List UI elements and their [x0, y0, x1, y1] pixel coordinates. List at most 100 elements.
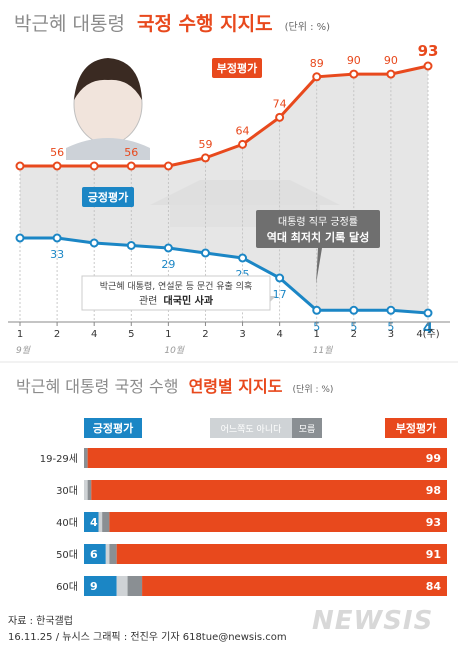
positive-point [423, 308, 433, 318]
credit-text: 16.11.25 / 뉴시스 그래픽 : 전진우 기자 618tue@newsi… [8, 632, 287, 643]
source-text: 자료 : 한국갤럽 [8, 616, 73, 627]
line-chart-title: 박근혜 대통령 국정 수행 지지도 (단위 : %) [14, 13, 330, 35]
stacked-bars: 19-29세 99 30대 98 40대 4 93 50대 6 91 60대 9 84 [40, 448, 448, 596]
negative-value-label: 56 [50, 146, 64, 159]
bar-segment-unknown [127, 576, 143, 596]
annotation2-bold: 대국민 사과 [164, 294, 214, 307]
positive-point [163, 243, 173, 253]
negative-point [52, 161, 62, 171]
bar-value-label: 84 [426, 580, 442, 593]
positive-point [200, 248, 210, 258]
bar-category-label: 19-29세 [40, 453, 78, 465]
negative-point [349, 69, 359, 79]
bar-category-label: 60대 [56, 581, 78, 593]
month-label: 10월 [164, 345, 184, 356]
negative-point [200, 153, 210, 163]
positive-value-label: 33 [50, 248, 64, 261]
bar-segment-neutral [105, 544, 110, 564]
annotation2-line1: 박근혜 대통령, 연설문 등 문건 유출 의혹 [100, 280, 253, 292]
newsis-logo: NEWSIS [312, 606, 434, 636]
legend-neutral-swatch [210, 418, 292, 438]
x-tick-label: 2 [54, 329, 60, 340]
positive-value-label: 4 [423, 319, 433, 337]
bar-value-label: 98 [426, 484, 441, 497]
legend-positive-label: 긍정평가 [93, 421, 133, 435]
legend-negative-label: 부정평가 [396, 421, 436, 435]
negative-value-label: 93 [418, 42, 439, 60]
negative-series-line [20, 64, 429, 168]
bar-segment-unknown [84, 448, 88, 468]
bar-title-prefix: 박근혜 대통령 국정 수행 [16, 377, 178, 396]
annotation-record-low: 대통령 직무 긍정률 역대 최저치 기록 달성 [256, 210, 380, 284]
negative-point [163, 161, 173, 171]
positive-value-label: 29 [161, 258, 175, 271]
series-points [15, 61, 433, 318]
bar-unit-note: (단위 : %) [293, 384, 334, 395]
bar-value-label: 93 [426, 516, 441, 529]
negative-value-label: 90 [384, 54, 398, 67]
negative-tag-label: 부정평가 [217, 61, 257, 75]
positive-value-label: 5 [387, 320, 394, 333]
x-tick-label: 1 [314, 329, 320, 340]
bar-value-label: 6 [90, 548, 98, 561]
legend-unknown-swatch [292, 418, 322, 438]
month-labels: 9월 10월 11월 [16, 345, 333, 356]
bar-segment-negative [116, 544, 448, 564]
x-tick-label: 5 [128, 329, 134, 340]
negative-value-label: 59 [198, 138, 212, 151]
president-photo [66, 58, 150, 160]
area-between-series [20, 66, 428, 313]
negative-point [126, 161, 136, 171]
series-lines [20, 64, 429, 315]
bar-segment-negative [87, 448, 447, 468]
negative-value-label: 89 [310, 57, 324, 70]
negative-series-tag: 부정평가 [212, 58, 262, 78]
positive-point [15, 233, 25, 243]
line-unit-note: (단위 : %) [285, 20, 331, 33]
bar-category-label: 40대 [56, 517, 78, 529]
x-tick-label: 1 [17, 329, 23, 340]
positive-point [386, 305, 396, 315]
annotation1-line2: 역대 최저치 기록 달성 [267, 230, 370, 244]
x-tick-label: 4 [276, 329, 282, 340]
negative-point [423, 61, 433, 71]
positive-value-label: 17 [273, 288, 287, 301]
bar-segment-unknown [102, 512, 110, 532]
line-title-main: 국정 수행 지지도 [137, 13, 273, 35]
positive-point [126, 241, 136, 250]
negative-point [15, 161, 25, 171]
annotation-apology: 박근혜 대통령, 연설문 등 문건 유출 의혹 관련 대국민 사과 [81, 275, 276, 311]
bar-segment-negative [91, 480, 447, 500]
line-title-prefix: 박근혜 대통령 [14, 13, 125, 35]
bar-legend: 긍정평가 어느쪽도 아니다 모름 부정평가 [84, 418, 447, 438]
bar-segment-neutral [84, 480, 88, 500]
negative-point [238, 139, 248, 149]
bar-segment-neutral [116, 576, 128, 596]
x-tick-label: 2 [202, 329, 208, 340]
positive-point [89, 238, 99, 248]
positive-value-label: 5 [313, 320, 320, 333]
negative-value-label: 74 [273, 97, 287, 110]
legend-neutral-label: 어느쪽도 아니다 [221, 424, 283, 435]
bar-chart-title: 박근혜 대통령 국정 수행 연령별 지지도 (단위 : %) [16, 377, 333, 396]
annotation2-prefix: 관련 [139, 295, 157, 307]
bar-title-main: 연령별 지지도 [189, 377, 283, 396]
bar-segment-positive [84, 512, 99, 532]
negative-point [275, 112, 285, 122]
x-tick-label: 1 [165, 329, 171, 340]
x-tick-label: 2 [351, 329, 357, 340]
negative-value-label: 56 [124, 146, 138, 159]
bar-value-label: 99 [426, 452, 441, 465]
legend-positive-swatch [84, 418, 142, 438]
negative-point [386, 69, 396, 79]
bar-segment-negative [109, 512, 447, 532]
month-label: 9월 [16, 345, 31, 356]
legend-unknown-label: 모름 [299, 424, 316, 435]
bar-value-label: 91 [426, 548, 441, 561]
positive-series-line [20, 236, 429, 315]
bar-value-label: 9 [90, 580, 98, 593]
bar-value-label: 4 [90, 516, 98, 529]
x-tick-label: 4(주) [416, 329, 439, 340]
positive-series-tag: 긍정평가 [82, 187, 134, 207]
